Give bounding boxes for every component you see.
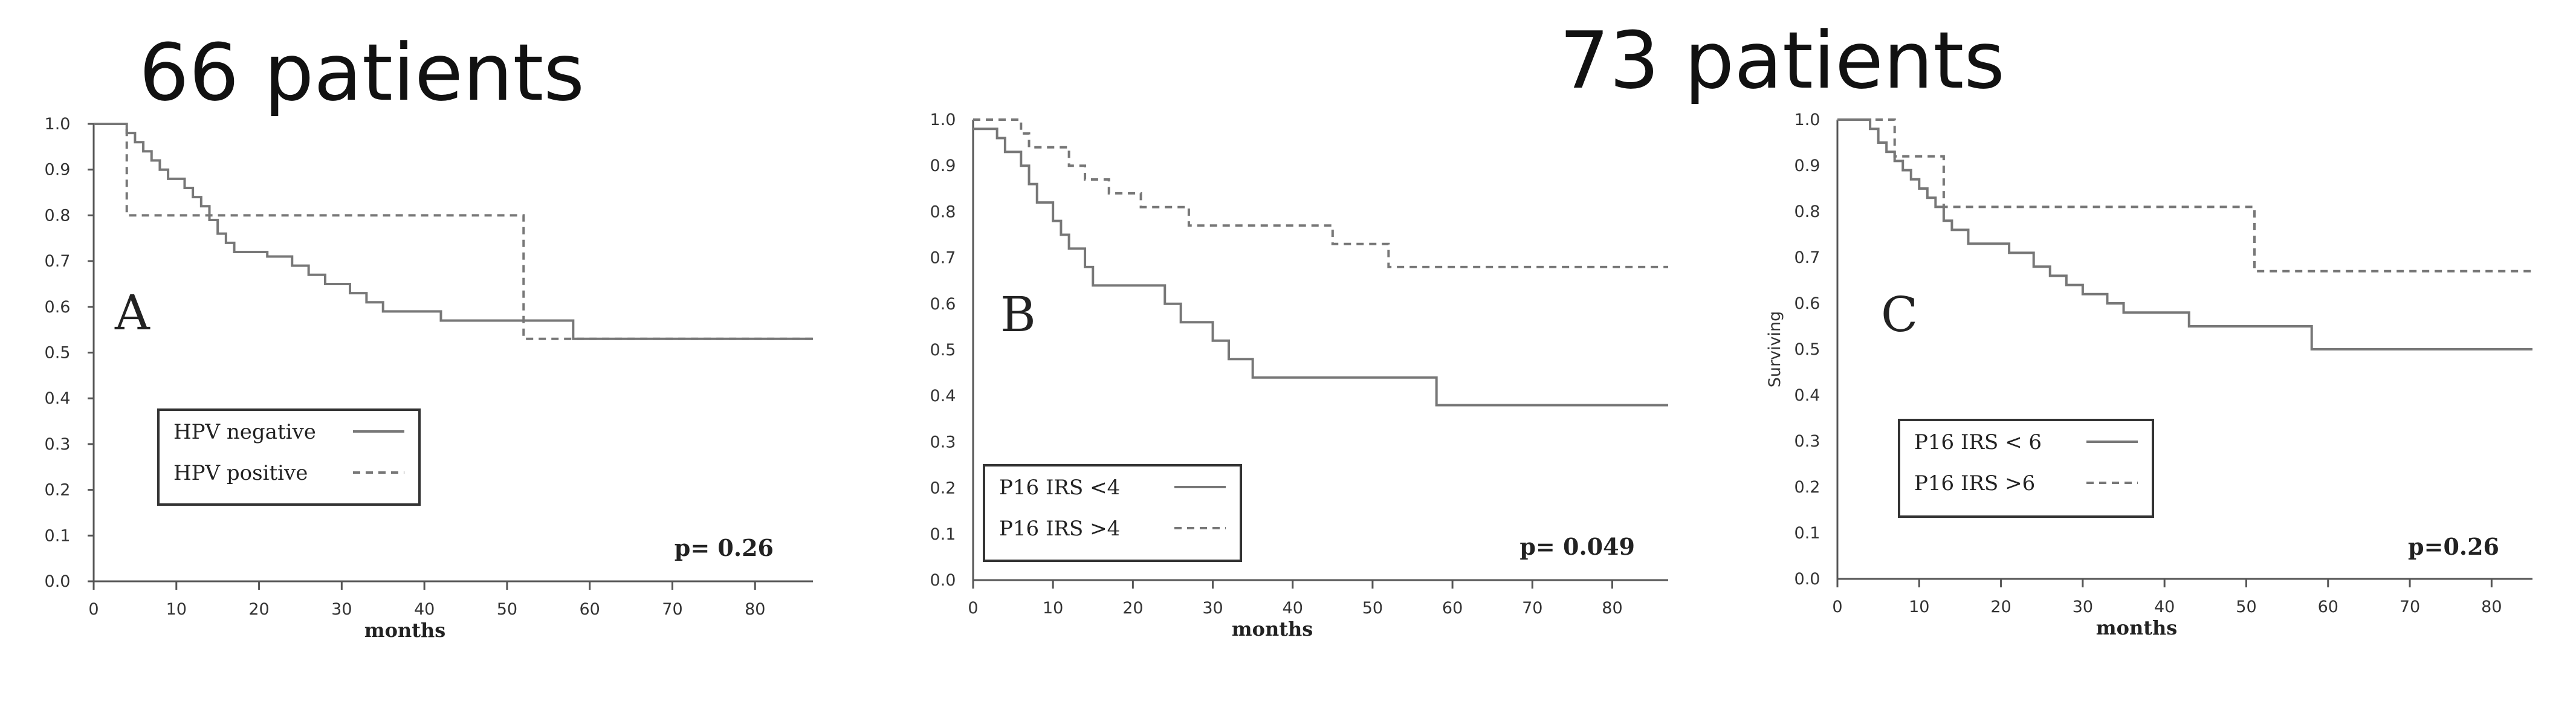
y-tick-label: 0.9 xyxy=(930,157,956,175)
legend-box xyxy=(157,408,421,506)
km-curve-solid xyxy=(973,128,1668,407)
legend-label: HPV positive xyxy=(173,461,308,485)
x-tick-label: 20 xyxy=(1122,599,1143,618)
y-tick-label: 0.3 xyxy=(45,435,71,454)
p-value: p=0.26 xyxy=(2408,533,2499,560)
y-tick-label: 0.0 xyxy=(45,572,71,591)
legend-label: P16 IRS >6 xyxy=(1914,471,2035,496)
legend-label: P16 IRS <4 xyxy=(999,476,1120,500)
x-tick-label: 80 xyxy=(2481,598,2502,616)
legend-label: HPV negative xyxy=(173,420,316,444)
y-tick-label: 0.8 xyxy=(45,206,71,225)
y-tick-label: 1.0 xyxy=(930,111,956,129)
x-tick-label: 40 xyxy=(2154,598,2175,616)
y-tick-label: 0.7 xyxy=(45,252,71,271)
x-tick-label: 20 xyxy=(1990,598,2011,616)
x-tick-label: 10 xyxy=(1043,599,1063,618)
y-tick-label: 0.6 xyxy=(45,298,71,317)
x-axis-label: months xyxy=(364,619,446,642)
x-axis-label: months xyxy=(1232,618,1313,641)
y-axis-label: Surviving xyxy=(1765,311,1784,388)
x-tick-label: 40 xyxy=(1283,599,1303,618)
y-tick-label: 0.0 xyxy=(1794,570,1820,589)
chart-panel-a: 0.0 0.1 0.2 0.3 0.4 0.5 0.6 0.7 0.8 0.9 1.0 0 10 20 30… xyxy=(45,115,813,642)
p-value: p= 0.26 xyxy=(675,534,774,561)
x-tick-label: 10 xyxy=(166,600,187,619)
y-tick-label: 0.2 xyxy=(1794,478,1820,497)
y-tick-label: 1.0 xyxy=(1794,111,1820,129)
y-tick-label: 0.5 xyxy=(930,341,956,360)
y-tick-label: 0.9 xyxy=(45,161,71,179)
y-tick-label: 0.4 xyxy=(930,387,956,405)
y-tick-label: 0.1 xyxy=(930,525,956,544)
legend-label: P16 IRS < 6 xyxy=(1914,430,2042,454)
x-tick-label: 40 xyxy=(414,600,435,619)
legend: P16 IRS < 6 P16 IRS >6 xyxy=(1898,419,2154,518)
p-value: p= 0.049 xyxy=(1519,533,1635,560)
x-tick-label: 80 xyxy=(745,600,765,619)
legend: HPV negative HPV positive xyxy=(157,408,421,506)
x-tick-label: 20 xyxy=(248,600,269,619)
x-tick-label: 50 xyxy=(497,600,517,619)
panel-label: B xyxy=(1000,286,1036,343)
y-tick-label: 1.0 xyxy=(45,115,71,134)
chart-panel-b: 0.0 0.1 0.2 0.3 0.4 0.5 0.6 0.7 0.8 0.9 1.0 0 10 20 30… xyxy=(930,111,1668,641)
panel-label: A xyxy=(114,285,150,341)
x-tick-label: 70 xyxy=(1522,599,1542,618)
legend-box xyxy=(1898,419,2154,518)
y-tick-label: 0.6 xyxy=(930,295,956,314)
x-tick-label: 0 xyxy=(88,600,99,619)
y-tick-label: 0.6 xyxy=(1794,294,1820,313)
y-tick-label: 0.4 xyxy=(1794,386,1820,405)
x-tick-label: 50 xyxy=(1362,599,1383,618)
x-tick-label: 30 xyxy=(2073,598,2093,616)
y-tick-label: 0.5 xyxy=(1794,340,1820,359)
title-73-patients: 73 patients xyxy=(1559,15,2005,106)
km-curve-dashed xyxy=(973,118,1668,268)
x-axis-label: months xyxy=(2096,616,2178,639)
y-tick-label: 0.3 xyxy=(1794,432,1820,451)
x-tick-label: 60 xyxy=(580,600,600,619)
y-tick-label: 0.5 xyxy=(45,344,71,363)
legend-box xyxy=(983,464,1242,562)
y-tick-label: 0.1 xyxy=(1794,524,1820,543)
y-tick-label: 0.4 xyxy=(45,389,71,408)
x-tick-label: 80 xyxy=(1602,599,1622,618)
legend: P16 IRS <4 P16 IRS >4 xyxy=(983,464,1242,562)
panel-label: C xyxy=(1881,286,1918,343)
y-tick-label: 0.2 xyxy=(930,479,956,498)
x-tick-label: 30 xyxy=(331,600,352,619)
y-tick-label: 0.1 xyxy=(45,526,71,545)
chart-panel-c: 0.0 0.1 0.2 0.3 0.4 0.5 0.6 0.7 0.8 0.9 1.0 0 10 20 30… xyxy=(1765,111,2532,639)
x-tick-label: 50 xyxy=(2236,598,2256,616)
y-tick-label: 0.3 xyxy=(930,433,956,451)
km-curve-dashed xyxy=(94,123,813,340)
km-curve-solid xyxy=(1837,118,2532,350)
x-tick-label: 60 xyxy=(1442,599,1463,618)
km-curve-solid xyxy=(94,123,813,340)
x-tick-label: 10 xyxy=(1909,598,1929,616)
x-tick-label: 60 xyxy=(2318,598,2338,616)
x-tick-label: 30 xyxy=(1202,599,1223,618)
x-tick-label: 70 xyxy=(662,600,682,619)
x-tick-label: 70 xyxy=(2400,598,2420,616)
y-tick-label: 0.7 xyxy=(930,249,956,268)
y-tick-label: 0.0 xyxy=(930,571,956,590)
y-tick-label: 0.7 xyxy=(1794,248,1820,267)
y-tick-label: 0.8 xyxy=(1794,202,1820,221)
y-tick-label: 0.2 xyxy=(45,481,71,500)
legend-label: P16 IRS >4 xyxy=(999,517,1120,541)
x-tick-label: 0 xyxy=(1832,598,1842,616)
km-curve-dashed xyxy=(1837,118,2532,273)
title-66-patients: 66 patients xyxy=(139,27,584,118)
y-tick-label: 0.9 xyxy=(1794,157,1820,175)
y-tick-label: 0.8 xyxy=(930,202,956,221)
x-tick-label: 0 xyxy=(968,599,978,618)
